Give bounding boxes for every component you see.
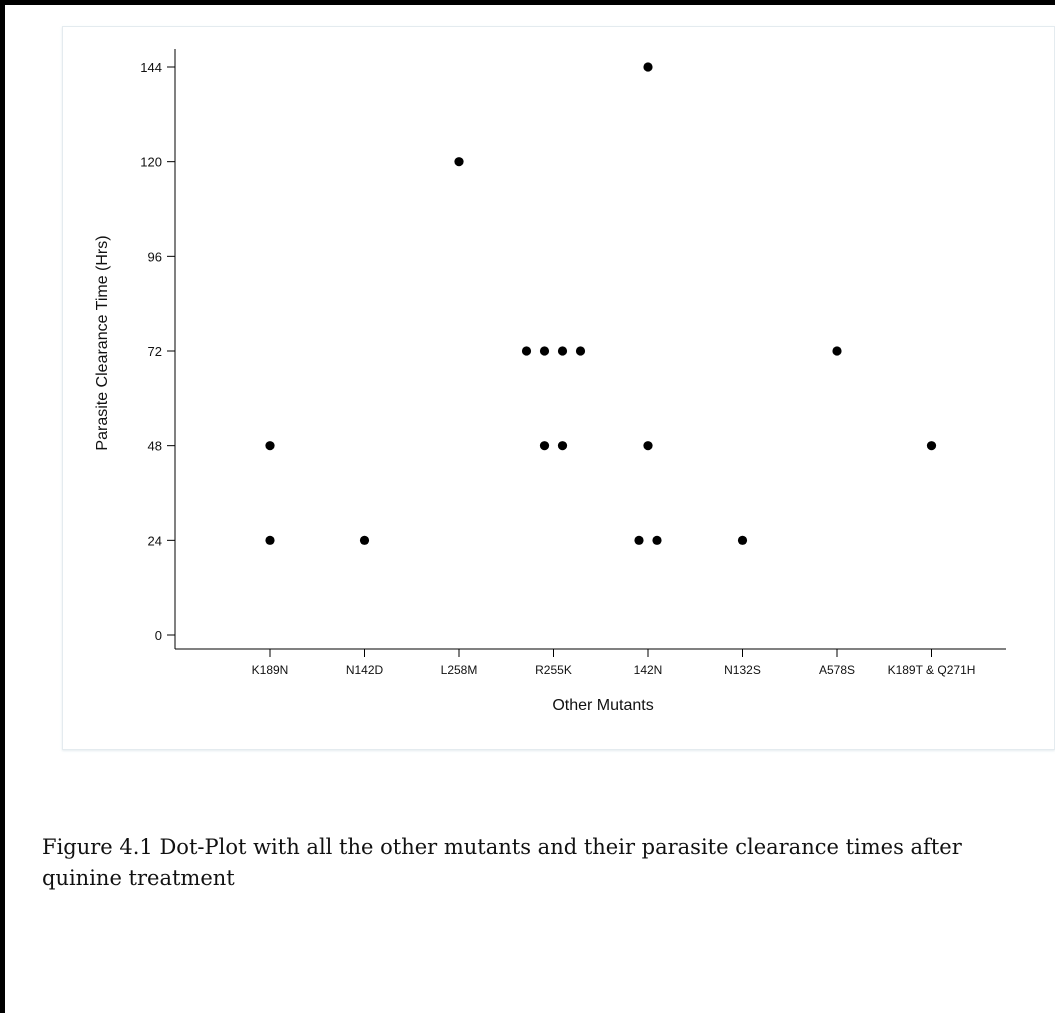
x-tick-label-6: A578S — [819, 663, 855, 677]
figure-panel: 0 24 48 72 96 120 144 K189N N142D L258M R255K 142N… — [62, 26, 1055, 750]
x-axis-title: Other Mutants — [552, 697, 653, 714]
data-point-15 — [832, 346, 842, 356]
data-point-12 — [634, 535, 644, 545]
data-point-4 — [521, 346, 532, 356]
data-point-6 — [557, 346, 568, 356]
x-tick-label-5: N132S — [724, 663, 761, 677]
data-points — [265, 62, 937, 545]
y-tick-label-96: 96 — [148, 249, 162, 264]
x-axis: K189N N142D L258M R255K 142N N132S A578S K189T … — [175, 648, 1006, 677]
data-point-16 — [926, 441, 937, 451]
x-tick-label-3: R255K — [535, 663, 572, 677]
y-tick-label-48: 48 — [148, 439, 162, 454]
data-point-14 — [737, 535, 748, 545]
y-axis-title: Parasite Clearance Time (Hrs) — [94, 235, 111, 450]
x-tick-label-1: N142D — [346, 663, 384, 677]
x-tick-label-4: 142N — [634, 663, 663, 677]
x-tick-label-2: L258M — [441, 663, 478, 677]
y-axis: 0 24 48 72 96 120 144 — [140, 49, 176, 649]
dot-plot-chart: 0 24 48 72 96 120 144 K189N N142D L258M R255K 142N… — [94, 49, 1006, 714]
y-tick-label-0: 0 — [155, 628, 162, 643]
data-point-13 — [652, 535, 662, 545]
data-point-3 — [454, 157, 464, 167]
data-point-2 — [359, 535, 370, 545]
figure-caption: Figure 4.1 Dot-Plot with all the other m… — [42, 835, 962, 890]
data-point-5 — [539, 346, 550, 356]
data-point-8 — [539, 441, 550, 451]
y-tick-label-120: 120 — [140, 155, 162, 170]
data-point-0 — [265, 441, 275, 451]
data-point-7 — [575, 346, 586, 356]
data-point-11 — [643, 441, 653, 451]
data-point-9 — [557, 441, 568, 451]
x-tick-label-7: K189T & Q271H — [888, 663, 976, 677]
data-point-1 — [265, 535, 275, 545]
data-point-10 — [643, 62, 653, 72]
y-tick-label-72: 72 — [148, 344, 162, 359]
y-tick-label-24: 24 — [148, 533, 162, 548]
y-tick-label-144: 144 — [140, 60, 162, 75]
x-tick-label-0: K189N — [252, 663, 289, 677]
